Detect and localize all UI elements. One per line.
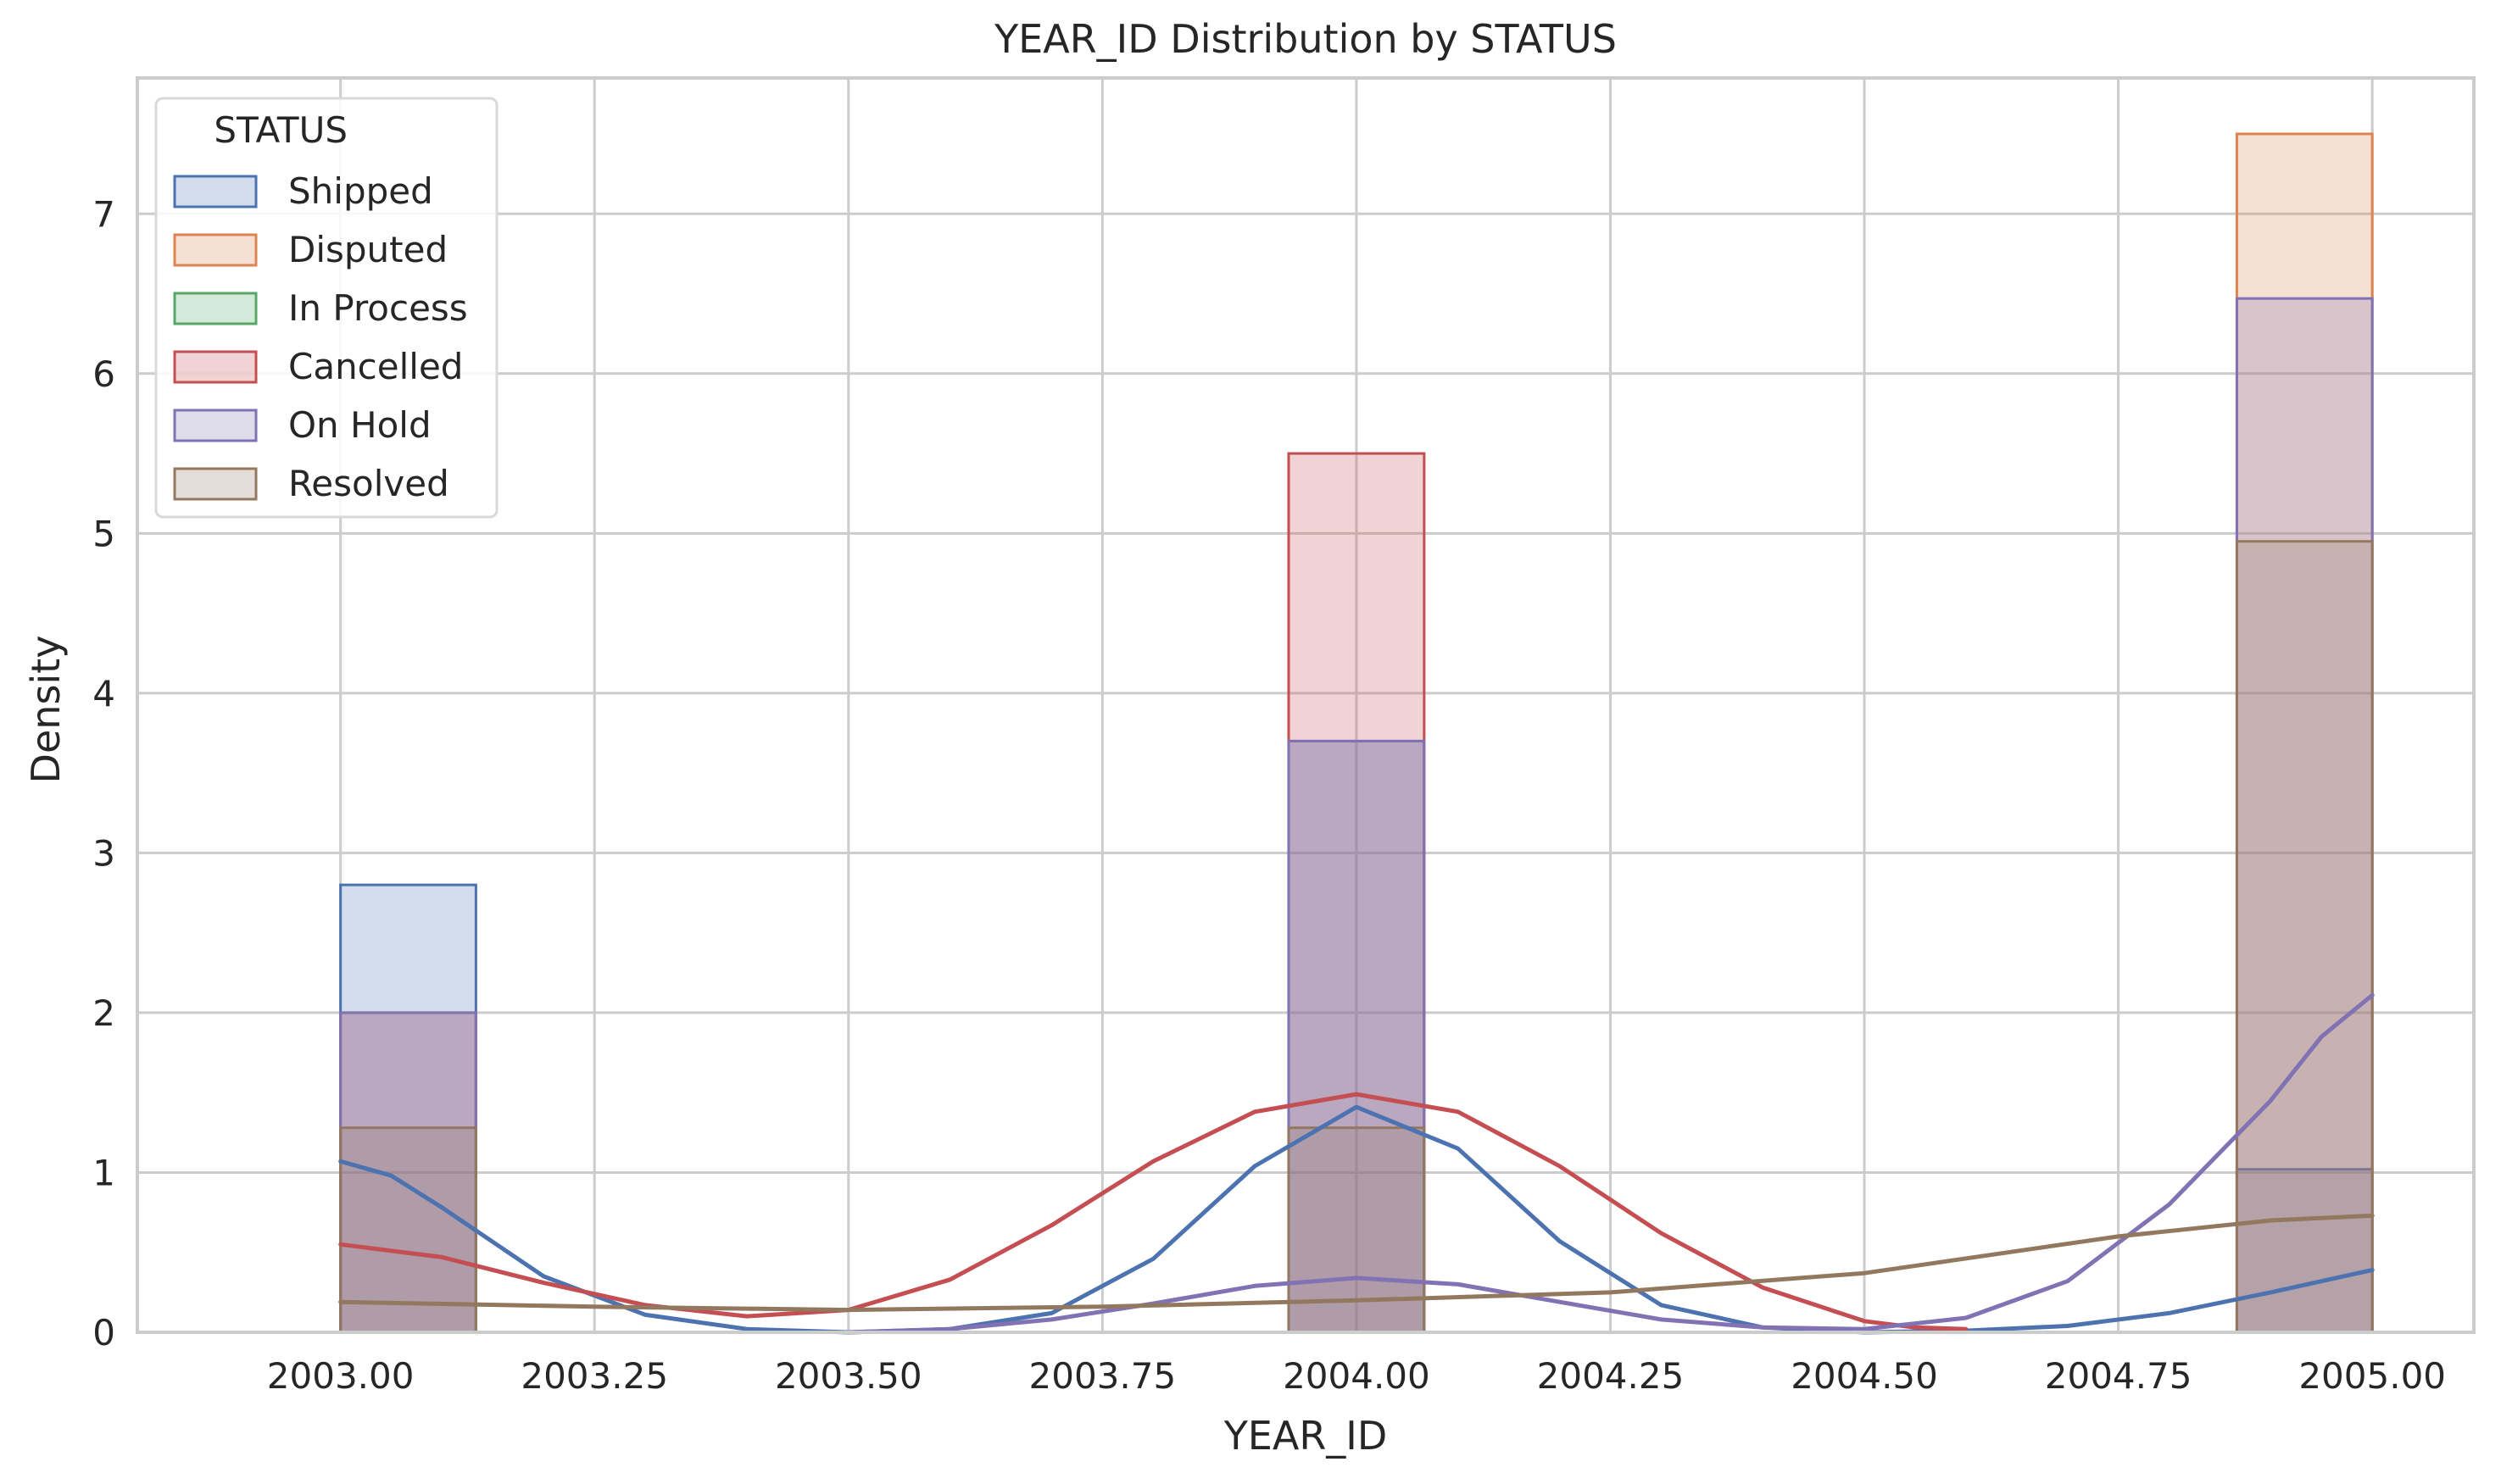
x-tick-label: 2004.75 — [2045, 1355, 2192, 1397]
histogram-bar — [1287, 452, 1426, 1334]
x-tick-label: 2003.75 — [1029, 1355, 1177, 1397]
legend-swatch — [173, 233, 258, 267]
x-tick-label: 2003.25 — [521, 1355, 668, 1397]
kde-line — [338, 1092, 1969, 1331]
y-tick-label: 5 — [92, 513, 115, 554]
y-tick-label: 0 — [92, 1312, 115, 1353]
x-axis-label: YEAR_ID — [1223, 1413, 1388, 1459]
legend-label: On Hold — [288, 404, 432, 446]
chart-title: YEAR_ID Distribution by STATUS — [994, 16, 1617, 62]
legend-label: Disputed — [288, 229, 448, 270]
legend-box — [154, 97, 499, 519]
histogram-bar — [2235, 1168, 2374, 1334]
legend: STATUS Shipped Disputed In Process Cancelled… — [154, 97, 499, 519]
plot-area: 2003.00 2003.25 2003.50 2003.75 2004.00 2004.… — [92, 76, 2476, 1397]
x-tick-label: 2004.50 — [1791, 1355, 1938, 1397]
legend-swatch — [173, 292, 258, 325]
legend-swatch — [173, 409, 258, 442]
y-tick-label: 7 — [92, 193, 115, 235]
legend-label: Shipped — [288, 170, 433, 212]
x-tick-label: 2005.00 — [2298, 1355, 2446, 1397]
y-tick-label: 2 — [92, 992, 115, 1034]
histogram-bar — [1287, 739, 1426, 1334]
histogram-bar — [1287, 739, 1426, 1334]
y-axis-label: Density — [23, 636, 69, 784]
y-tick-label: 4 — [92, 673, 115, 714]
legend-label: Resolved — [288, 463, 449, 504]
plot-frame — [136, 76, 2476, 1334]
legend-label: Cancelled — [288, 346, 463, 387]
histogram-bar — [2235, 297, 2374, 1334]
legend-swatch — [173, 175, 258, 208]
x-tick-label: 2003.50 — [775, 1355, 922, 1397]
y-tick-label: 6 — [92, 353, 115, 395]
kde-line — [338, 1213, 2375, 1313]
plot-background — [137, 78, 2474, 1332]
x-tick-label: 2004.00 — [1283, 1355, 1430, 1397]
x-tick-label: 2004.25 — [1537, 1355, 1685, 1397]
y-tick-label: 3 — [92, 832, 115, 874]
kde-line — [846, 992, 2375, 1335]
legend-title: STATUS — [214, 109, 348, 151]
legend-swatch — [173, 350, 258, 384]
legend-label: In Process — [288, 287, 468, 329]
x-tick-label: 2003.00 — [267, 1355, 415, 1397]
histogram-bar — [2235, 540, 2374, 1334]
legend-swatch — [173, 467, 258, 501]
y-tick-label: 1 — [92, 1152, 115, 1193]
